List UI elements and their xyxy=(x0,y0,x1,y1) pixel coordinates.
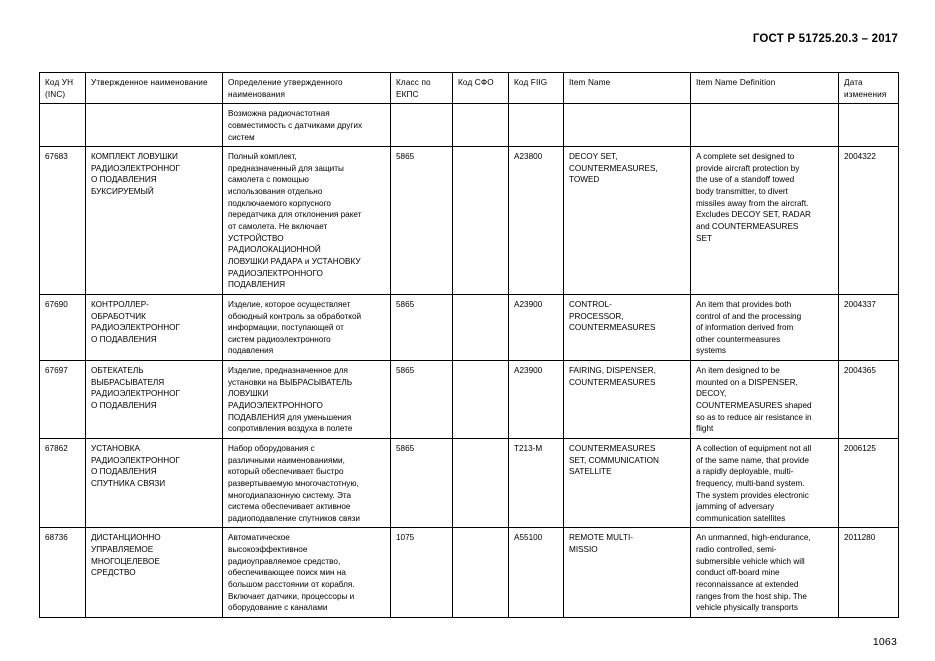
cell-inc: 68736 xyxy=(39,527,86,618)
cell-def: Набор оборудования с различными наименов… xyxy=(222,437,391,529)
column-header-fiig: Код FIIG xyxy=(508,71,564,105)
cell-idef xyxy=(690,103,839,148)
table-row: 67697 ОБТЕКАТЕЛЬ ВЫБРАСЫВАТЕЛЯ РАДИОЭЛЕКТ… xyxy=(39,360,899,439)
table-row: 67690 КОНТРОЛЛЕР- ОБРАБОТЧИК РАДИОЭЛЕКТРО… xyxy=(39,293,899,362)
cell-def: Возможна радиочастотная совместимость с … xyxy=(222,103,391,148)
column-header-date: Дата изменения xyxy=(838,71,899,105)
cell-name: ОБТЕКАТЕЛЬ ВЫБРАСЫВАТЕЛЯ РАДИОЭЛЕКТРОННО… xyxy=(85,360,223,439)
cell-name xyxy=(85,103,223,148)
cell-sfo xyxy=(452,527,509,618)
cell-idef: An item designed to be mounted on a DISP… xyxy=(690,360,839,439)
cell-name: КОНТРОЛЛЕР- ОБРАБОТЧИК РАДИОЭЛЕКТРОННОГ … xyxy=(85,293,223,362)
cell-ekps: 5865 xyxy=(390,360,453,439)
cell-ekps: 5865 xyxy=(390,437,453,529)
column-header-item-name-definition: Item Name Definition xyxy=(690,71,839,105)
cell-inc: 67862 xyxy=(39,437,86,529)
column-header-ekps: Класс по ЕКПС xyxy=(390,71,453,105)
cell-iname: CONTROL- PROCESSOR, COUNTERMEASURES xyxy=(563,293,691,362)
cell-sfo xyxy=(452,360,509,439)
cell-fiig xyxy=(508,103,564,148)
cell-date: 2006125 xyxy=(838,437,899,529)
cell-fiig: A23900 xyxy=(508,293,564,362)
cell-def: Полный комплект, предназначенный для защ… xyxy=(222,146,391,295)
page-number: 1063 xyxy=(872,636,897,648)
cell-inc: 67690 xyxy=(39,293,86,362)
cell-name: УСТАНОВКА РАДИОЭЛЕКТРОННОГ О ПОДАВЛЕНИЯ … xyxy=(85,437,223,529)
cell-name: ДИСТАНЦИОННО УПРАВЛЯЕМОЕ МНОГОЦЕЛЕВОЕ СР… xyxy=(85,527,223,618)
table-header-row: Код УН (INC) Утвержденное наименование О… xyxy=(39,71,899,105)
column-header-def: Определение утвержденного наименования xyxy=(222,71,391,105)
cell-date xyxy=(838,103,899,148)
cell-iname: REMOTE MULTI- MISSIO xyxy=(563,527,691,618)
cell-inc: 67683 xyxy=(39,146,86,295)
cell-def: Изделие, предназначенное для установки н… xyxy=(222,360,391,439)
cell-ekps: 5865 xyxy=(390,146,453,295)
cell-ekps: 5865 xyxy=(390,293,453,362)
table-header: Код УН (INC) Утвержденное наименование О… xyxy=(39,71,899,105)
cell-idef: An item that provides both control of an… xyxy=(690,293,839,362)
column-header-inc: Код УН (INC) xyxy=(39,71,86,105)
nomenclature-table-container: Код УН (INC) Утвержденное наименование О… xyxy=(39,71,899,618)
cell-iname: DECOY SET, COUNTERMEASURES, TOWED xyxy=(563,146,691,295)
cell-idef: A collection of equipment not all of the… xyxy=(690,437,839,529)
column-header-name: Утвержденное наименование xyxy=(85,71,223,105)
cell-idef: An unmanned, high-endurance, radio contr… xyxy=(690,527,839,618)
column-header-sfo: Код СФО xyxy=(452,71,509,105)
cell-def: Автоматическое высокоэффективное радиоуп… xyxy=(222,527,391,618)
cell-iname xyxy=(563,103,691,148)
table-row: 67862 УСТАНОВКА РАДИОЭЛЕКТРОННОГ О ПОДАВЛ… xyxy=(39,437,899,529)
table-row: Возможна радиочастотная совместимость с … xyxy=(39,103,899,148)
cell-ekps xyxy=(390,103,453,148)
cell-def: Изделие, которое осуществляет обоюдный к… xyxy=(222,293,391,362)
cell-date: 2004337 xyxy=(838,293,899,362)
cell-date: 2004365 xyxy=(838,360,899,439)
cell-idef: A complete set designed to provide aircr… xyxy=(690,146,839,295)
cell-sfo xyxy=(452,103,509,148)
table-row: 67683 КОМПЛЕКТ ЛОВУШКИ РАДИОЭЛЕКТРОННОГ О… xyxy=(39,146,899,295)
cell-name: КОМПЛЕКТ ЛОВУШКИ РАДИОЭЛЕКТРОННОГ О ПОДА… xyxy=(85,146,223,295)
cell-fiig: A23900 xyxy=(508,360,564,439)
cell-iname: COUNTERMEASURES SET, COMMUNICATION SATEL… xyxy=(563,437,691,529)
table-row: 68736 ДИСТАНЦИОННО УПРАВЛЯЕМОЕ МНОГОЦЕЛЕВ… xyxy=(39,527,899,618)
cell-fiig: T213-M xyxy=(508,437,564,529)
cell-inc xyxy=(39,103,86,148)
cell-date: 2004322 xyxy=(838,146,899,295)
table-body: Возможна радиочастотная совместимость с … xyxy=(39,103,899,618)
cell-date: 2011280 xyxy=(838,527,899,618)
nomenclature-table: Код УН (INC) Утвержденное наименование О… xyxy=(39,71,899,618)
cell-sfo xyxy=(452,437,509,529)
cell-fiig: A55100 xyxy=(508,527,564,618)
cell-iname: FAIRING, DISPENSER, COUNTERMEASURES xyxy=(563,360,691,439)
standard-designation-header: ГОСТ Р 51725.20.3 – 2017 xyxy=(752,33,898,45)
cell-sfo xyxy=(452,146,509,295)
cell-inc: 67697 xyxy=(39,360,86,439)
cell-fiig: A23800 xyxy=(508,146,564,295)
cell-ekps: 1075 xyxy=(390,527,453,618)
cell-sfo xyxy=(452,293,509,362)
column-header-item-name: Item Name xyxy=(563,71,691,105)
